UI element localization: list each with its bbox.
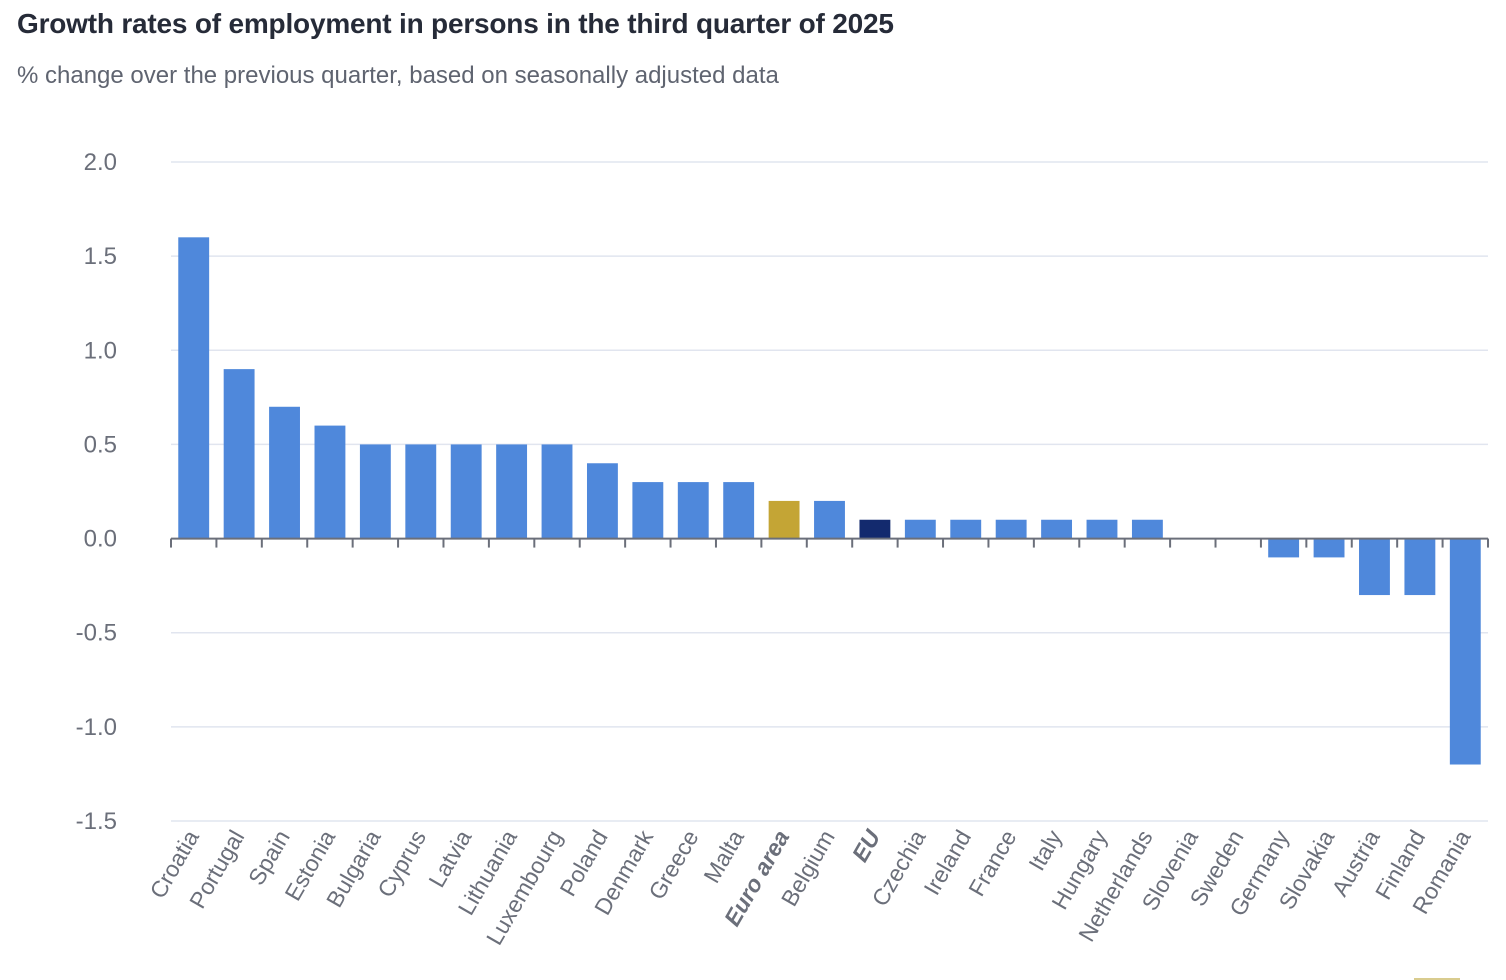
bar[interactable] <box>1268 538 1300 558</box>
x-tick-label: EU <box>847 824 886 866</box>
bar[interactable] <box>1313 538 1345 558</box>
bar[interactable] <box>269 406 300 539</box>
bar[interactable] <box>314 425 346 539</box>
x-tick-label: Italy <box>1023 825 1067 875</box>
chart-title: Growth rates of employment in persons in… <box>17 8 894 39</box>
legend-hint-swatch <box>1414 978 1460 980</box>
bar[interactable] <box>178 237 210 539</box>
bar[interactable] <box>359 444 391 539</box>
bar[interactable] <box>859 519 891 539</box>
chart-subtitle: % change over the previous quarter, base… <box>17 62 779 89</box>
x-axis-tick-labels: CroatiaPortugalSpainEstoniaBulgariaCypru… <box>144 824 1475 949</box>
bar[interactable] <box>814 500 845 539</box>
y-tick-label: 0.5 <box>84 431 117 458</box>
bar[interactable] <box>223 369 255 539</box>
bar[interactable] <box>632 482 664 539</box>
bar[interactable] <box>541 444 573 539</box>
bar[interactable] <box>496 444 528 539</box>
bar[interactable] <box>995 519 1027 539</box>
bar[interactable] <box>1359 538 1390 596</box>
bar[interactable] <box>1449 538 1481 765</box>
bars <box>178 237 1481 765</box>
bar[interactable] <box>586 463 618 539</box>
gridlines <box>171 161 1488 822</box>
y-tick-label: -0.5 <box>76 620 117 647</box>
x-axis <box>170 537 1489 548</box>
bar[interactable] <box>1086 519 1118 539</box>
y-tick-label: 1.5 <box>84 243 117 270</box>
bar[interactable] <box>950 519 982 539</box>
y-axis-ticks: 2.0 1.5 1.0 0.5 0.0 -0.5 -1.0 -1.5 <box>76 149 117 835</box>
y-tick-label: 2.0 <box>84 149 117 176</box>
bar[interactable] <box>904 519 936 539</box>
y-tick-label: 1.0 <box>84 337 117 364</box>
y-tick-label: -1.5 <box>76 808 117 835</box>
bar[interactable] <box>768 500 800 539</box>
bar[interactable] <box>1404 538 1436 596</box>
y-tick-label: 0.0 <box>84 526 117 553</box>
bar[interactable] <box>1041 519 1073 539</box>
y-tick-label: -1.0 <box>76 714 117 741</box>
bar[interactable] <box>450 444 482 539</box>
bar[interactable] <box>723 482 755 539</box>
bar[interactable] <box>677 482 709 539</box>
bar[interactable] <box>1131 519 1163 539</box>
bar[interactable] <box>405 444 437 539</box>
